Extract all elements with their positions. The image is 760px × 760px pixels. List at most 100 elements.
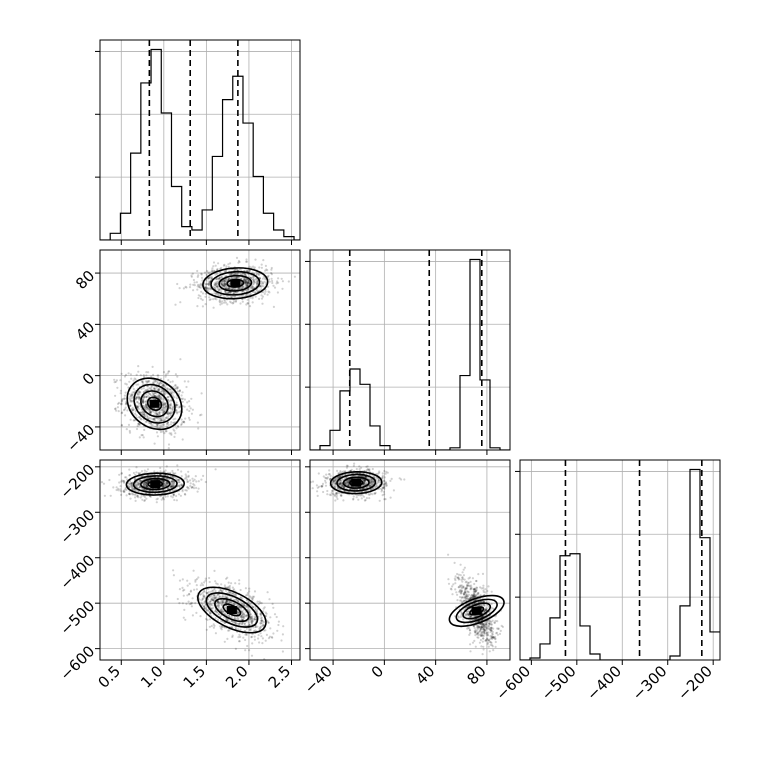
- sample-point: [218, 595, 221, 599]
- sample-point: [202, 595, 205, 599]
- sample-point: [469, 615, 473, 618]
- sample-point: [169, 471, 172, 474]
- sample-point: [126, 409, 129, 412]
- sample-point: [160, 396, 163, 399]
- sample-point: [260, 263, 263, 266]
- sample-point: [203, 581, 206, 584]
- density-contour: [132, 475, 178, 494]
- sample-point: [484, 588, 487, 591]
- sample-point: [398, 477, 401, 480]
- sample-point: [180, 423, 183, 427]
- sample-point: [172, 493, 175, 496]
- sample-point: [125, 494, 128, 497]
- sample-point: [245, 282, 248, 285]
- sample-point: [146, 406, 149, 409]
- sample-point: [214, 610, 217, 613]
- sample-point: [339, 482, 342, 485]
- sample-point: [253, 618, 256, 621]
- sample-point: [114, 394, 117, 397]
- sample-point: [467, 593, 470, 596]
- sample-point: [364, 499, 367, 502]
- sample-point: [263, 292, 266, 295]
- sample-point: [167, 415, 170, 418]
- sample-point: [188, 582, 191, 585]
- sample-point: [220, 628, 223, 631]
- sample-point: [215, 292, 218, 295]
- sample-point: [345, 464, 348, 467]
- sample-point: [154, 387, 157, 390]
- sample-point: [166, 487, 169, 490]
- sample-point: [233, 616, 236, 619]
- sample-point: [135, 405, 139, 408]
- sample-point: [205, 287, 208, 290]
- sample-point: [166, 482, 169, 485]
- sample-point: [385, 484, 388, 487]
- sample-point: [255, 282, 258, 285]
- sample-point: [260, 617, 263, 620]
- sample-point: [211, 599, 214, 602]
- sample-point: [147, 409, 150, 412]
- sample-point: [221, 609, 225, 612]
- sample-point: [156, 476, 160, 479]
- sample-point: [264, 269, 267, 272]
- sample-point: [139, 479, 142, 482]
- sample-point: [236, 611, 240, 614]
- sample-point: [150, 422, 153, 425]
- sample-point: [228, 587, 231, 590]
- sample-point: [269, 627, 272, 630]
- sample-point: [377, 480, 380, 483]
- density-peak: [226, 606, 237, 614]
- sample-point: [190, 397, 193, 400]
- sample-point: [148, 392, 151, 395]
- sample-point: [335, 494, 338, 497]
- sample-point: [264, 639, 267, 642]
- sample-point: [217, 612, 220, 616]
- sample-point: [218, 300, 221, 303]
- panel-content: [100, 460, 300, 660]
- sample-point: [178, 389, 181, 392]
- sample-point: [145, 388, 148, 392]
- sample-point: [189, 484, 192, 488]
- sample-point: [219, 294, 222, 297]
- sample-point: [152, 418, 156, 421]
- sample-point: [115, 486, 118, 489]
- sample-point: [381, 486, 384, 489]
- sample-point: [209, 298, 212, 301]
- sample-point: [240, 295, 243, 298]
- sample-point: [129, 373, 132, 376]
- sample-point: [256, 282, 259, 285]
- sample-point: [277, 277, 280, 280]
- sample-point: [334, 479, 337, 482]
- sample-point: [127, 423, 131, 426]
- sample-point: [212, 599, 215, 602]
- sample-point: [343, 486, 346, 489]
- sample-point: [223, 299, 226, 302]
- sample-point: [326, 489, 329, 493]
- sample-point: [447, 582, 451, 585]
- sample-point: [136, 483, 139, 486]
- sample-point: [238, 606, 241, 609]
- sample-point: [165, 405, 168, 408]
- sample-point: [216, 600, 219, 603]
- sample-point: [149, 417, 152, 420]
- sample-point: [249, 616, 252, 619]
- sample-point: [128, 397, 131, 400]
- sample-point: [331, 489, 334, 492]
- sample-point: [235, 276, 238, 280]
- sample-point: [215, 284, 219, 288]
- sample-point: [149, 410, 152, 413]
- sample-point: [377, 479, 380, 482]
- sample-point: [191, 597, 194, 600]
- sample-point: [229, 601, 233, 604]
- sample-point: [162, 485, 165, 488]
- sample-point: [143, 499, 146, 502]
- density-contour: [205, 592, 259, 628]
- sample-point: [365, 497, 368, 500]
- sample-point: [144, 488, 147, 491]
- sample-point: [169, 407, 172, 410]
- sample-point: [228, 291, 231, 294]
- sample-point: [353, 462, 356, 465]
- sample-point: [252, 282, 255, 285]
- sample-point: [244, 282, 247, 285]
- sample-point: [251, 642, 254, 645]
